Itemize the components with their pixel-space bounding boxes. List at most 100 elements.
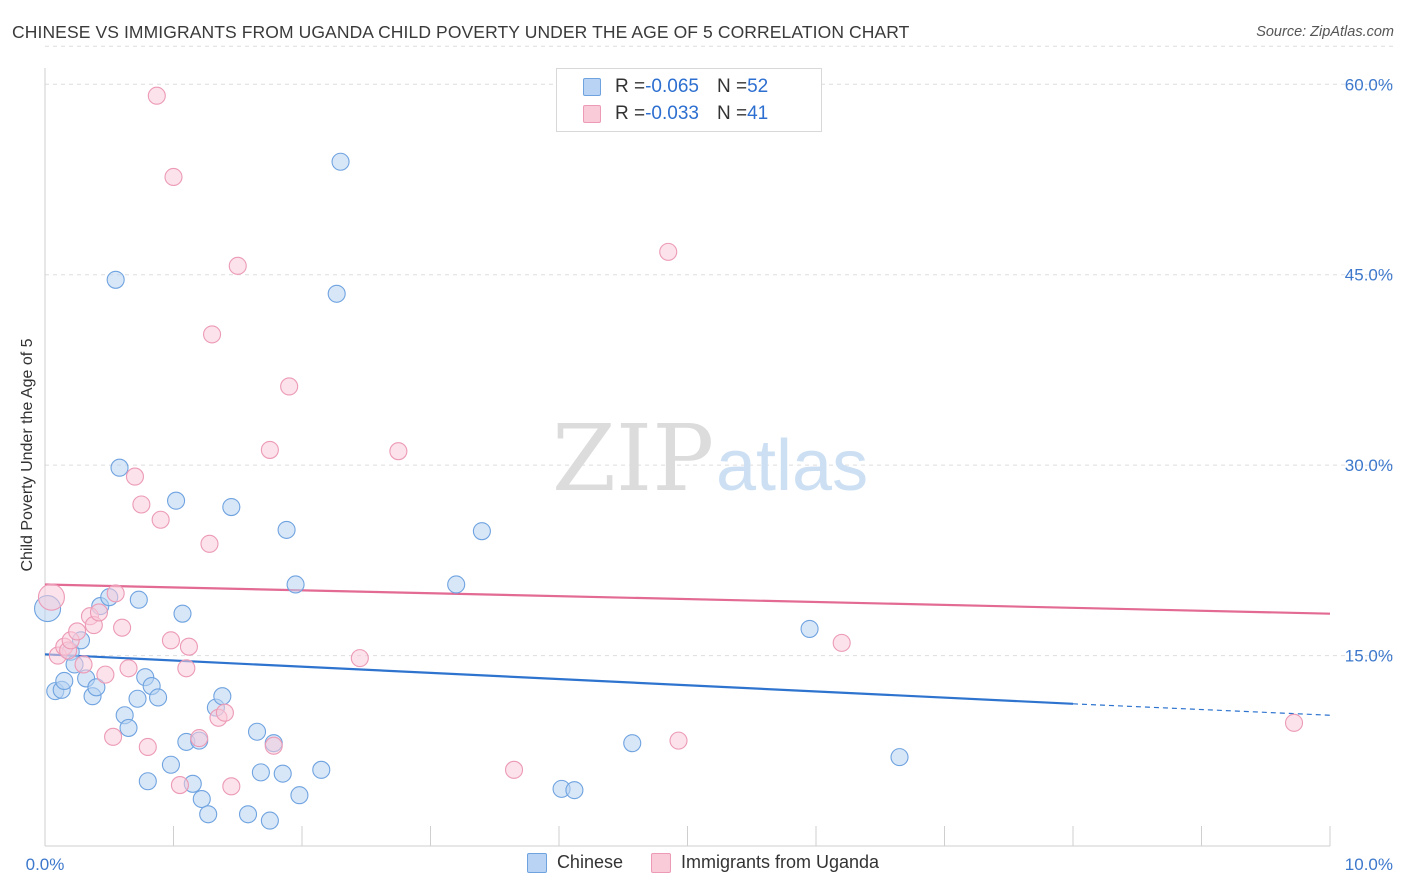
point-chinese-17 [129,590,148,609]
point-chinese-12 [106,270,125,289]
point-uganda-32 [260,440,279,459]
axes [44,68,1331,847]
legend-n-label: N = [716,76,748,97]
point-chinese-46 [472,522,491,541]
point-uganda-30 [222,777,241,796]
y-tick-label-0: 15.0% [1345,647,1393,666]
point-chinese-21 [149,688,168,707]
point-uganda-18 [147,86,166,105]
point-uganda-13 [113,618,132,637]
point-uganda-33 [264,736,283,755]
point-uganda-31 [228,256,247,275]
point-uganda-14 [119,659,138,678]
point-uganda-34 [280,377,299,396]
legend-r-label: R = [615,103,646,124]
legend-r-label: R = [615,76,646,97]
point-uganda-40 [832,633,851,652]
point-chinese-13 [110,458,129,477]
legend-r-value: -0.033 [645,103,699,124]
point-uganda-21 [164,167,183,187]
point-uganda-6 [74,655,93,674]
point-chinese-35 [251,763,270,782]
legend-row-chinese: R = -0.065 N = 52 [583,75,768,99]
watermark-zip: ZIP [552,405,714,512]
point-uganda-39 [669,731,688,750]
point-chinese-22 [161,755,180,774]
x-tick-labels: 0.0% 10.0% [26,855,1393,874]
legend-r-value: -0.065 [645,76,699,97]
point-chinese-42 [312,760,331,779]
trend-line-0 [44,653,1074,705]
y-tick-label-1: 30.0% [1345,456,1393,475]
point-uganda-11 [104,727,123,746]
legend-swatch-uganda [583,105,601,123]
series-name-chinese: Chinese [556,852,623,872]
point-uganda-24 [179,637,198,656]
y-tick-label-3: 60.0% [1345,75,1393,94]
point-uganda-26 [200,534,219,553]
watermark: ZIP atlas [552,405,868,512]
legend-row-uganda: R = -0.033 N = 41 [583,102,768,126]
legend: R = -0.065 N = 52 R = -0.033 N = 41 [556,68,822,132]
legend-n-value: 41 [747,103,769,124]
point-uganda-38 [659,242,678,261]
point-chinese-50 [800,619,819,638]
point-uganda-29 [215,703,234,722]
point-chinese-44 [331,152,350,171]
point-chinese-29 [199,805,218,824]
legend-n-value: 52 [747,76,769,97]
point-uganda-35 [350,649,369,668]
point-uganda-25 [190,729,209,748]
point-uganda-41 [1284,713,1304,732]
series-legend: Chinese Immigrants from Uganda [0,852,1406,873]
point-chinese-36 [260,811,279,830]
point-uganda-12 [106,584,125,603]
point-uganda-0 [37,583,65,611]
grid-lines [45,45,1393,657]
trend-line-extension-0 [1072,703,1331,716]
point-chinese-16 [128,689,147,708]
series-legend-uganda: Immigrants from Uganda [650,852,880,873]
point-uganda-5 [68,622,87,641]
point-chinese-31 [213,687,232,706]
x-tick-label-end: 10.0% [1345,855,1393,874]
y-tick-labels: 15.0% 30.0% 45.0% 60.0% [1345,75,1393,665]
series-name-uganda: Immigrants from Uganda [680,852,880,872]
point-chinese-28 [192,789,211,809]
point-chinese-49 [623,734,642,753]
data-points [34,86,1304,830]
point-uganda-16 [132,495,151,514]
point-chinese-51 [890,748,909,767]
x-tick-label-start: 0.0% [26,855,65,874]
point-chinese-34 [247,722,267,741]
point-uganda-19 [151,510,170,529]
point-uganda-10 [96,665,115,684]
point-chinese-40 [286,575,305,594]
series-legend-chinese: Chinese [526,852,623,873]
point-chinese-48 [565,781,584,800]
point-chinese-3 [55,671,74,691]
chart-title: CHINESE VS IMMIGRANTS FROM UGANDA CHILD … [12,22,910,42]
point-chinese-15 [119,718,138,737]
point-chinese-23 [167,491,186,510]
legend-swatch-chinese [583,78,601,96]
watermark-atlas: atlas [716,426,868,506]
series-swatch-chinese [526,852,547,873]
point-uganda-37 [504,760,524,779]
point-chinese-45 [447,575,466,594]
point-uganda-27 [203,325,222,344]
point-uganda-20 [161,631,180,650]
point-chinese-39 [277,520,296,539]
point-uganda-9 [89,603,109,622]
point-uganda-15 [125,467,144,486]
point-chinese-41 [290,786,309,805]
point-uganda-23 [177,659,196,678]
point-uganda-17 [138,737,157,757]
legend-n-label: N = [716,103,748,124]
point-chinese-38 [273,764,292,783]
source-label: Source: ZipAtlas.com [1256,24,1394,40]
point-chinese-19 [138,772,157,791]
point-uganda-36 [389,442,408,461]
point-chinese-9 [87,678,106,697]
